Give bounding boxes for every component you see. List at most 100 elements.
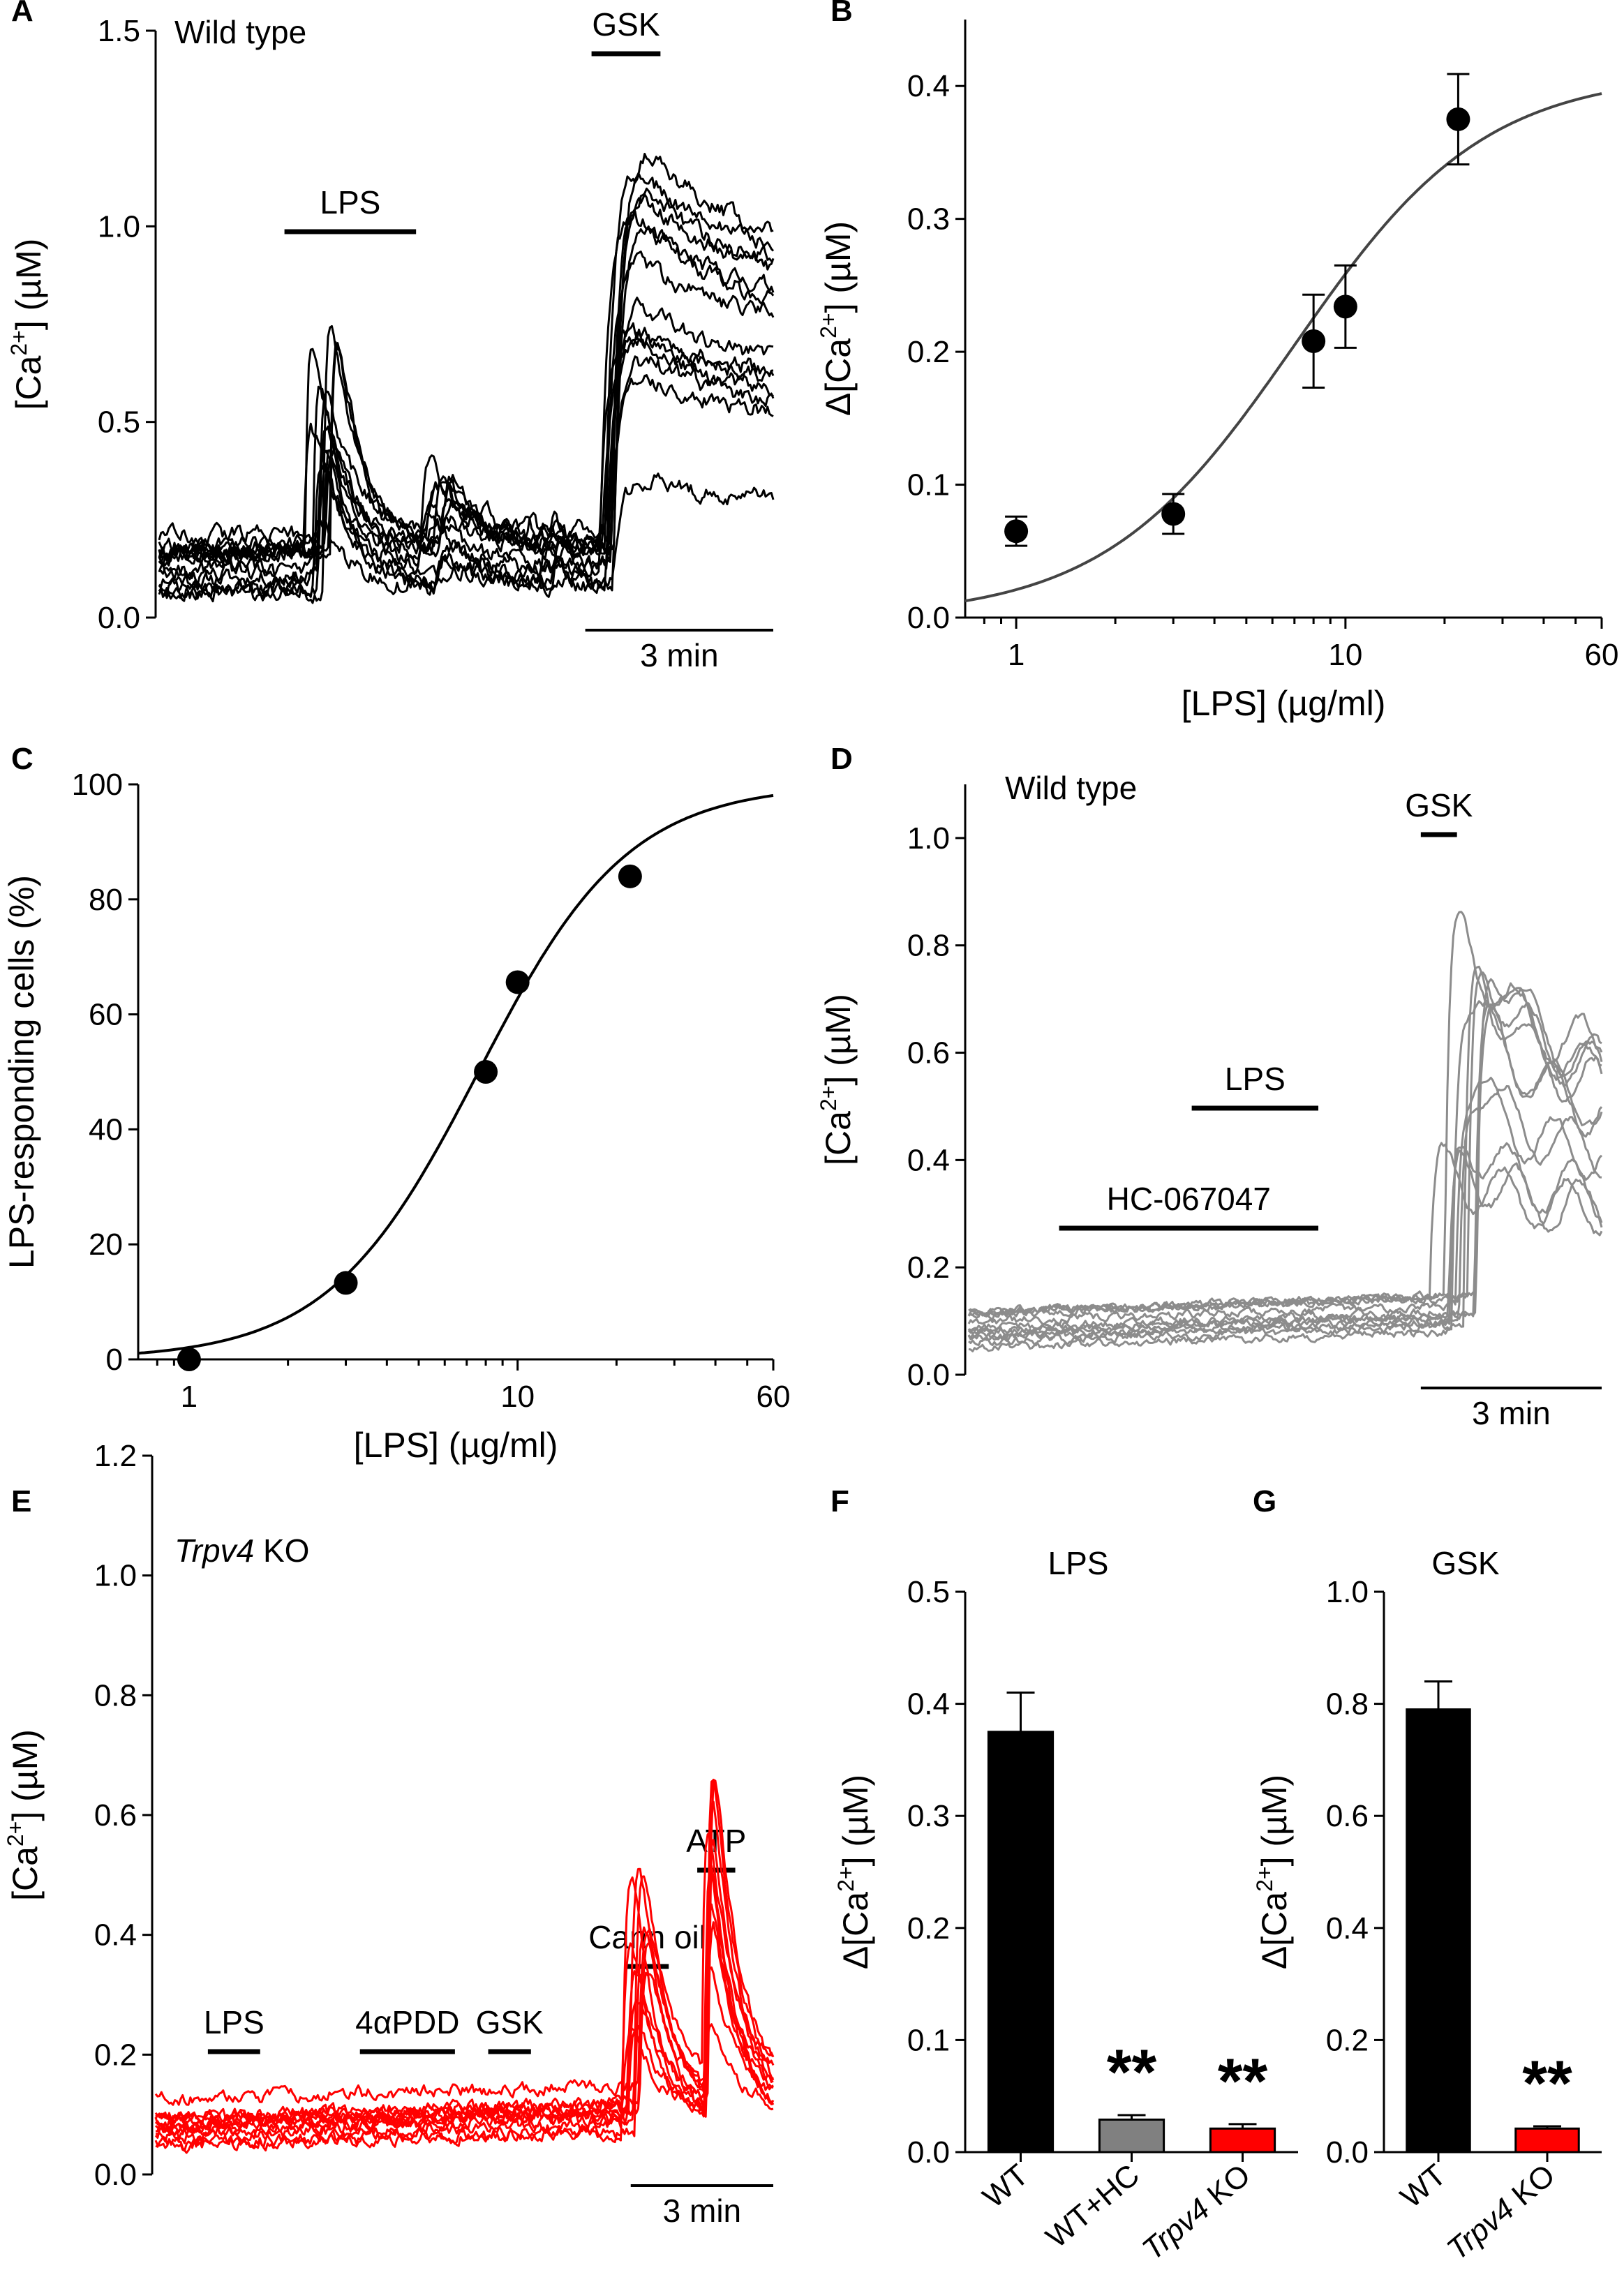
ca-unit: ] (µM) <box>6 1729 45 1821</box>
y-axis-title-A: [Ca2+] (µM) <box>6 239 48 410</box>
x-axis-title: [LPS] (µg/ml) <box>354 1426 558 1465</box>
calcium-trace <box>155 1778 774 2123</box>
calcium-trace <box>155 1872 774 2154</box>
data-point <box>1302 329 1326 353</box>
ca-superscript: 2+ <box>833 1866 858 1891</box>
category-text: WT <box>976 2158 1035 2215</box>
data-point <box>1161 502 1186 526</box>
panel-title-G: GSK <box>1431 1545 1499 1581</box>
calcium-trace <box>967 1077 1603 1326</box>
y-tick-label: 0.2 <box>94 2038 137 2072</box>
x-tick-label: 1 <box>181 1380 198 1414</box>
y-tick-label: 0.2 <box>907 1911 950 1946</box>
calcium-trace <box>967 987 1603 1336</box>
stimulus-label: LPS <box>204 2004 265 2040</box>
y-tick-label: 0.5 <box>907 1575 950 1609</box>
x-tick-label: WT+HC <box>1040 2158 1146 2255</box>
panel-title-E: Trpv4 KO <box>174 1532 309 1569</box>
y-tick-label: 0.3 <box>907 202 950 237</box>
ca-bracket: [Ca <box>1255 1892 1294 1946</box>
data-point <box>618 864 642 888</box>
y-tick-label: 0.0 <box>94 2158 137 2192</box>
panel-letter-B: B <box>830 0 853 28</box>
ca-bracket: [Ca <box>9 355 48 410</box>
y-tick-label: 0.2 <box>1326 2023 1369 2057</box>
calcium-trace <box>158 153 774 569</box>
calcium-trace <box>158 187 774 567</box>
stimulus-label: GSK <box>476 2004 544 2040</box>
data-point <box>177 1348 201 1371</box>
panel-F: F0.00.10.20.30.40.5Δ[Ca2+] (µM)LPSWT**WT… <box>830 1484 1298 2267</box>
y-tick-label: 0.0 <box>907 1358 950 1392</box>
category-text: WT+HC <box>1040 2158 1146 2255</box>
y-axis-title-F: Δ[Ca2+] (µM) <box>833 1775 875 1969</box>
y-axis-title-E: [Ca2+] (µM) <box>3 1729 45 1901</box>
y-tick-label: 0.4 <box>94 1918 137 1953</box>
y-tick-label: 0.4 <box>907 69 950 103</box>
calcium-trace <box>158 225 775 603</box>
title-part: Wild type <box>174 14 306 50</box>
panel-letter-C: C <box>11 742 33 776</box>
panel-A: A 0.0 0.5 1.0 1.5 [Ca2+] (µM) Wild type LPS GSK 3… <box>6 0 775 673</box>
bar <box>987 1731 1055 2154</box>
data-point <box>505 970 530 994</box>
y-tick-label: 0.5 <box>98 405 140 440</box>
y-tick-label: 0.8 <box>1326 1687 1369 1722</box>
ca-unit: ] (µM) <box>819 994 858 1086</box>
calcium-trace <box>154 1800 775 2134</box>
ca-superscript: 2+ <box>816 313 841 338</box>
title-italic-part: Trpv4 <box>174 1532 263 1569</box>
ca-unit: ] (µM) <box>836 1775 875 1867</box>
bar <box>1209 2127 1276 2154</box>
stimulus-label: GSK <box>592 6 660 43</box>
y-tick-label: 0.6 <box>907 1036 950 1070</box>
calcium-trace <box>158 297 774 589</box>
ca-superscript: 2+ <box>816 1086 841 1111</box>
panel-title-F: LPS <box>1048 1545 1109 1581</box>
significance-marker: ** <box>1218 2046 1268 2117</box>
calcium-trace <box>156 1921 775 2144</box>
y-tick-label: 1.0 <box>907 821 950 856</box>
scale-bar-label: 3 min <box>663 2193 741 2229</box>
data-point <box>474 1060 498 1084</box>
y-axis-title-C: LPS-responding cells (%) <box>2 875 41 1269</box>
calcium-trace <box>158 338 775 604</box>
y-tick-label: 0.2 <box>907 1251 950 1285</box>
data-point <box>1004 519 1029 544</box>
panel-letter-G: G <box>1253 1484 1276 1518</box>
ca-bracket: [Ca <box>6 1846 45 1901</box>
calcium-trace <box>158 210 775 589</box>
stimulus-label: LPS <box>1225 1061 1286 1097</box>
panel-B: B 0.0 0.1 0.2 0.3 0.4 1 10 60 [LPS] (µg/ml) Δ[Ca2+… <box>816 0 1618 723</box>
ca-bracket: [Ca <box>819 1111 858 1165</box>
delta-glyph: Δ <box>1255 1946 1294 1969</box>
x-tick-label: Trpv4 KO <box>1440 2158 1561 2267</box>
calcium-trace <box>158 324 775 567</box>
y-axis-title-D: [Ca2+] (µM) <box>816 994 858 1165</box>
significance-marker: ** <box>1522 2048 1572 2119</box>
scale-bar-label: 3 min <box>1472 1395 1550 1431</box>
category-text: WT <box>1394 2158 1453 2215</box>
calcium-trace <box>158 374 774 555</box>
y-tick-label: 0 <box>106 1343 123 1377</box>
panel-D: D 0.0 0.2 0.4 0.6 0.8 1.0 [Ca2+] (µM) Wild type H… <box>816 742 1603 1431</box>
y-tick-label: 0.6 <box>94 1798 137 1833</box>
y-tick-label: 40 <box>89 1112 123 1147</box>
y-tick-label: 1.2 <box>94 1439 137 1473</box>
panel-G: G 0.0 0.2 0.4 0.6 0.8 1.0 Δ[Ca2+] (µM) GSK WT ** Tr… <box>1252 1484 1602 2267</box>
y-tick-label: 0.0 <box>907 2135 950 2170</box>
y-tick-label: 0.3 <box>907 1799 950 1833</box>
calcium-trace <box>154 1839 774 2134</box>
y-tick-label: 60 <box>89 998 123 1032</box>
panel-letter-E: E <box>11 1484 31 1518</box>
y-tick-label: 1.5 <box>98 14 140 48</box>
ca-superscript: 2+ <box>6 330 31 355</box>
x-tick-label: 10 <box>500 1380 535 1414</box>
traces-E <box>154 1778 775 2154</box>
calcium-trace <box>967 971 1603 1321</box>
fit-curve <box>137 793 774 1355</box>
x-tick-label: 10 <box>1328 638 1362 672</box>
x-tick-label: WT <box>976 2158 1035 2215</box>
significance-marker: ** <box>1107 2037 1157 2108</box>
calcium-trace <box>158 251 775 548</box>
